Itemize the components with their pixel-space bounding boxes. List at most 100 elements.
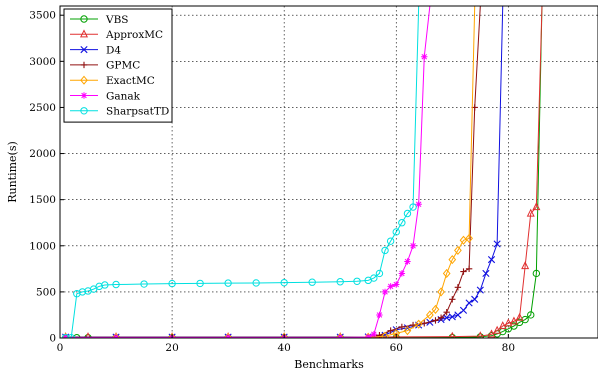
data-point-ganak [370, 331, 378, 338]
data-point-approxmc [504, 318, 513, 327]
legend-item-vbs: VBS [70, 14, 129, 26]
data-point-approxmc [521, 261, 530, 270]
data-point-sharpsattd [370, 274, 378, 282]
data-point-sharpsattd [336, 278, 344, 286]
data-point-exactmc [414, 319, 423, 329]
data-point-exactmc [465, 233, 473, 243]
legend-label: ExactMC [106, 75, 155, 87]
data-point-sharpsattd [392, 228, 400, 236]
legend: VBS ApproxMC D4 GPMC ExactMC Ganak SharpsatTD [63, 8, 173, 123]
data-point-sharpsattd [140, 280, 148, 288]
data-point-sharpsattd [386, 237, 395, 245]
data-point-exactmc [448, 255, 457, 265]
data-point-d4 [487, 256, 496, 264]
data-point-vbs [532, 269, 541, 278]
legend-label: GPMC [106, 60, 140, 72]
data-point-sharpsattd [308, 278, 316, 286]
data-point-d4 [465, 299, 473, 307]
data-point-d4 [471, 295, 479, 303]
data-point-approxmc [509, 316, 518, 325]
data-point-exactmc [336, 332, 345, 338]
legend-item-approxmc: ApproxMC [70, 29, 163, 41]
data-point-approxmc [493, 325, 502, 334]
data-point-exactmc [454, 245, 462, 255]
legend-marker [80, 61, 88, 69]
data-point-gpmc [421, 320, 428, 327]
data-point-ganak [112, 334, 120, 338]
data-point-gpmc [465, 265, 473, 273]
legend-marker [80, 107, 88, 115]
data-point-gpmc [460, 268, 467, 275]
legend-item-exactmc: ExactMC [70, 75, 155, 87]
legend-label: D4 [106, 44, 121, 56]
x-tick-label: 20 [165, 342, 178, 354]
data-point-approxmc [498, 321, 507, 330]
data-point-ganak [421, 53, 428, 60]
data-point-sharpsattd [375, 269, 384, 278]
legend-label: ApproxMC [105, 29, 163, 41]
data-point-exactmc [431, 304, 440, 314]
data-point-approxmc [487, 329, 496, 338]
y-tick-label: 3500 [29, 10, 56, 22]
data-point-ganak [409, 242, 417, 249]
data-point-d4 [476, 286, 484, 294]
data-point-gpmc [437, 314, 445, 321]
data-point-d4 [493, 240, 501, 248]
x-tick-label: 60 [390, 342, 403, 354]
y-tick-label: 0 [49, 333, 56, 345]
data-point-exactmc [112, 332, 120, 338]
data-point-gpmc [443, 308, 450, 316]
axis-ticks: 0 20 40 60 80 0 500 1000 1500 2000 2500 3000 3500 [29, 10, 515, 354]
data-point-approxmc [449, 331, 456, 338]
legend-item-gpmc: GPMC [70, 60, 140, 72]
data-point-sharpsattd [398, 219, 406, 227]
data-point-approxmc [85, 332, 91, 338]
data-point-ganak [337, 334, 344, 338]
legend-item-sharpsattd: SharpsatTD [70, 106, 169, 118]
data-point-gpmc [398, 323, 406, 331]
data-point-ganak [376, 311, 383, 319]
x-tick-label: 40 [277, 342, 290, 354]
data-point-ganak [224, 334, 232, 338]
y-tick-label: 500 [36, 286, 56, 298]
data-point-sharpsattd [168, 279, 176, 288]
y-axis-label: Runtime(s) [6, 141, 19, 203]
data-point-sharpsattd [95, 282, 103, 291]
data-point-approxmc [532, 202, 541, 211]
y-tick-label: 2000 [29, 148, 56, 160]
data-point-exactmc [459, 235, 468, 245]
legend-marker [79, 29, 89, 38]
data-point-sharpsattd [409, 203, 417, 211]
y-tick-label: 2500 [29, 102, 56, 114]
data-point-gpmc [432, 317, 439, 324]
legend-label: VBS [105, 14, 129, 26]
data-point-approxmc [526, 208, 535, 217]
data-point-sharpsattd [280, 278, 288, 287]
legend-marker [80, 92, 88, 99]
data-point-sharpsattd [196, 279, 204, 288]
data-point-ganak [393, 281, 400, 288]
data-point-d4 [443, 314, 451, 322]
x-tick-label: 0 [57, 342, 64, 354]
legend-marker [80, 46, 88, 54]
x-tick-label: 80 [502, 342, 515, 354]
data-point-sharpsattd [78, 288, 87, 296]
x-axis-label: Benchmarks [294, 358, 364, 371]
data-point-exactmc [381, 331, 389, 338]
y-tick-label: 1500 [29, 194, 56, 206]
data-point-d4 [459, 306, 468, 314]
data-point-sharpsattd [224, 279, 232, 287]
series-line-ganak [65, 6, 431, 338]
data-point-sharpsattd [112, 280, 120, 289]
legend-marker [80, 75, 88, 85]
data-point-d4 [448, 313, 456, 321]
data-point-ganak [387, 283, 394, 290]
data-point-exactmc [61, 332, 70, 338]
data-point-sharpsattd [101, 281, 109, 289]
y-tick-label: 3000 [29, 56, 56, 68]
data-point-gpmc [387, 327, 394, 334]
data-point-gpmc [376, 332, 383, 338]
data-point-sharpsattd [403, 209, 412, 218]
data-point-approxmc [393, 331, 400, 338]
